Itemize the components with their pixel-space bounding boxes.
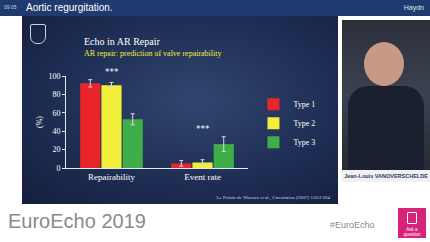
svg-text:***: *** (196, 124, 210, 134)
html-text:Echo in AR Repair: Echo in AR Repair (84, 36, 160, 47)
html-text:Ask a question: Ask a question (403, 227, 421, 237)
svg-text:60: 60 (52, 109, 60, 118)
html-text:Jean-Louis VANOVERSCHELDE: Jean-Louis VANOVERSCHELDE (344, 173, 428, 179)
svg-text:80: 80 (52, 90, 60, 99)
svg-text:Repairability: Repairability (88, 172, 135, 182)
svg-text:Type 3: Type 3 (293, 138, 315, 147)
html-text:AR repair: prediction of valve: AR repair: prediction of valve repairabi… (84, 49, 222, 58)
html-text:Haydn: Haydn (403, 4, 424, 11)
html-text:EuroEcho 2019: EuroEcho 2019 (8, 210, 146, 232)
svg-text:100: 100 (48, 72, 60, 81)
html-text:#EuroEcho: #EuroEcho (330, 220, 375, 230)
html-text:Aortic regurgitation.: Aortic regurgitation. (26, 2, 113, 13)
svg-text:0: 0 (56, 164, 60, 173)
svg-text:(%): (%) (35, 116, 44, 128)
html-text:09:05: 09:05 (4, 4, 17, 10)
svg-text:Type 1: Type 1 (293, 100, 315, 109)
svg-text:Type 2: Type 2 (293, 119, 315, 128)
svg-text:20: 20 (52, 145, 60, 154)
svg-text:40: 40 (52, 127, 60, 136)
svg-text:***: *** (105, 67, 119, 77)
html-text:Le Polain de Waroux et al., Ci: Le Polain de Waroux et al., Circulation … (216, 195, 330, 200)
svg-text:Event rate: Event rate (184, 172, 221, 182)
